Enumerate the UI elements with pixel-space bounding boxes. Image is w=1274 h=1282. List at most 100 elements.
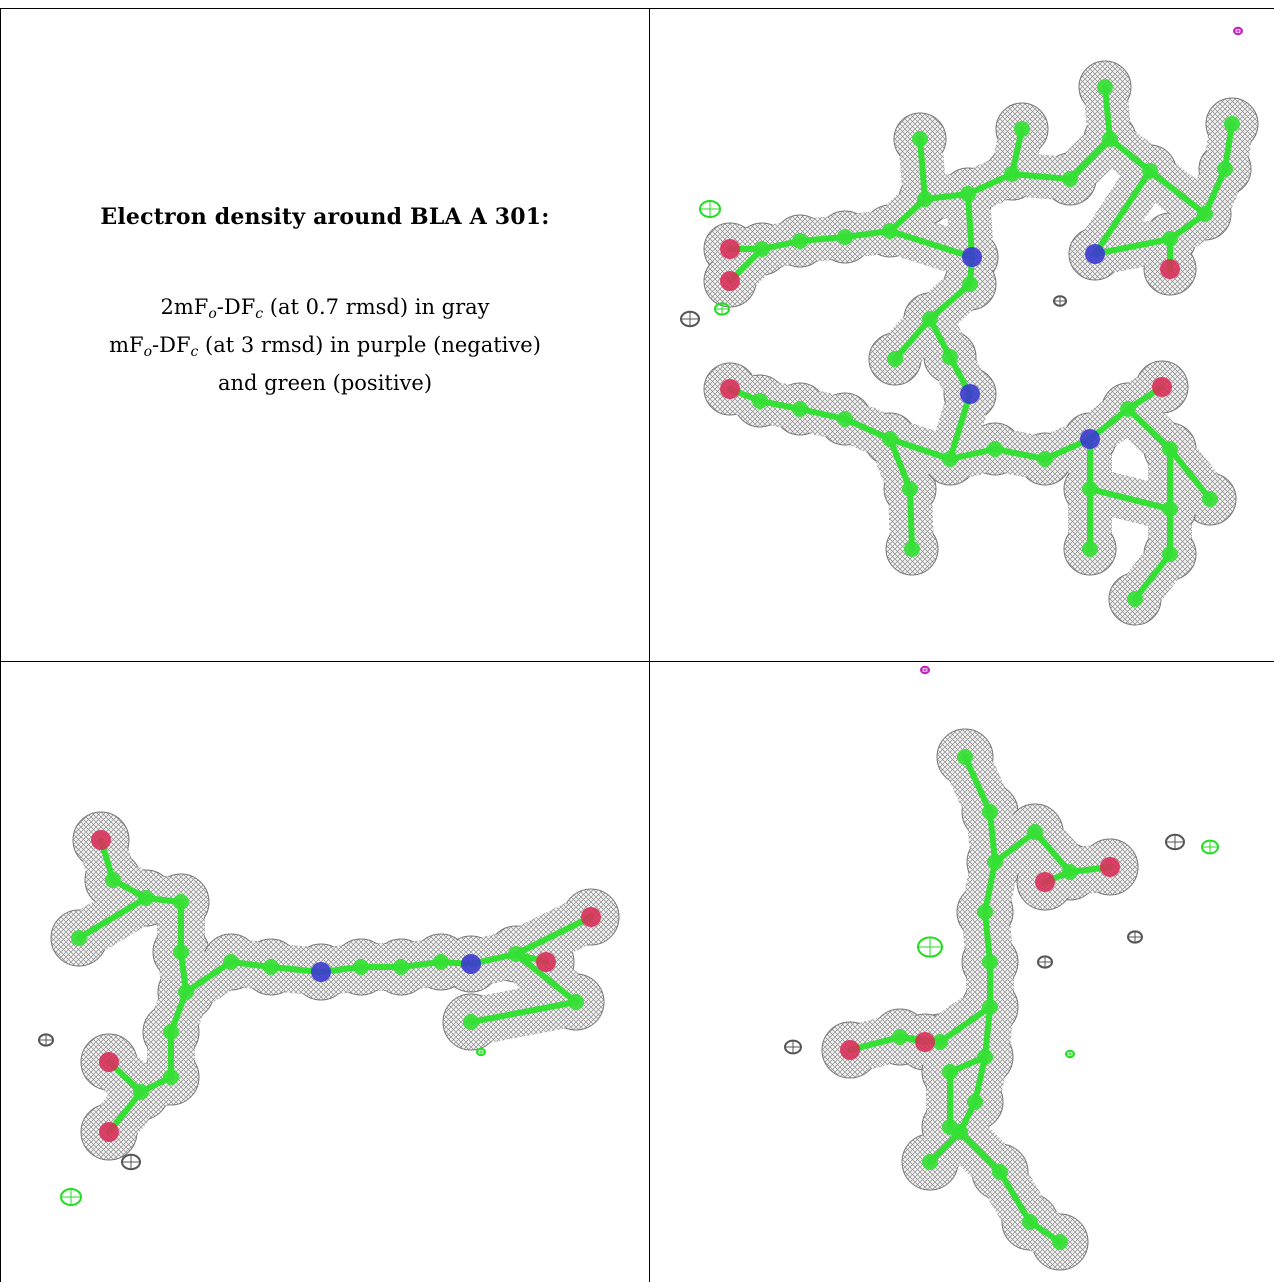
bond: [992, 446, 1048, 462]
nitrogen-atom: [311, 962, 331, 982]
positive-density-blob-grid: [61, 1189, 81, 1205]
carbon-atom: [960, 186, 976, 202]
carbon-atom: [942, 1064, 958, 1080]
line2-sub-o: o: [143, 344, 153, 360]
carbon-atom: [163, 1069, 179, 1085]
gray-mesh-fragment-grid: [39, 1034, 53, 1046]
carbon-atom: [792, 401, 808, 417]
carbon-atom: [71, 930, 87, 946]
bond: [992, 829, 1038, 865]
carbon-atom: [792, 233, 808, 249]
bond: [1107, 136, 1153, 174]
caption-title: Electron density around BLA A 301:: [100, 204, 550, 230]
bond: [987, 809, 998, 865]
carbon-atom: [1217, 161, 1233, 177]
bond: [1092, 168, 1153, 257]
carbon-atom: [1142, 163, 1158, 179]
carbon-atom: [837, 411, 853, 427]
gray-mesh-fragment-grid: [681, 311, 699, 327]
carbon-atom: [433, 954, 449, 970]
carbon-atom: [163, 1024, 179, 1040]
carbon-atom: [922, 1154, 938, 1170]
positive-density-blob-grid: [477, 1048, 485, 1056]
carbon-atom: [1082, 541, 1098, 557]
bond: [887, 228, 975, 260]
carbon-atom: [463, 1014, 479, 1030]
bond: [468, 999, 579, 1025]
carbon-atom: [882, 431, 898, 447]
carbon-atom: [892, 1029, 908, 1045]
oxygen-atom: [1035, 872, 1055, 892]
line2-pre: mF: [109, 333, 144, 357]
oxygen-atom: [1100, 857, 1120, 877]
bond: [842, 416, 893, 442]
bond: [1009, 171, 1073, 182]
carbon-atom: [1127, 591, 1143, 607]
carbon-atom: [882, 223, 898, 239]
bond: [917, 136, 928, 202]
bond: [892, 316, 933, 362]
bond: [962, 754, 993, 815]
density-panel-bottom-right: [784, 665, 1219, 1271]
carbon-atom: [1022, 1214, 1038, 1230]
nitrogen-atom: [1080, 429, 1100, 449]
bond: [965, 191, 975, 260]
caption-lines: 2mFo-DFc (at 0.7 rmsd) in gray mFo-DFc (…: [1, 292, 649, 399]
carbon-atom: [1102, 131, 1118, 147]
gray-mesh-fragment-grid: [1128, 931, 1142, 943]
carbon-atom: [263, 959, 279, 975]
gray-mesh-fragment-grid: [1038, 956, 1052, 968]
carbon-atom: [1037, 451, 1053, 467]
line1-sub-c: c: [255, 306, 264, 322]
bond: [887, 436, 953, 462]
density-panel-top-right: [680, 26, 1259, 626]
line1-pre: 2mF: [160, 295, 209, 319]
oxygen-atom: [840, 1040, 860, 1060]
carbon-atom: [353, 959, 369, 975]
oxygen-atom: [581, 907, 601, 927]
carbon-atom: [922, 311, 938, 327]
nitrogen-atom: [962, 247, 982, 267]
carbon-atom: [962, 276, 978, 292]
carbon-atom: [957, 749, 973, 765]
carbon-atom: [1097, 79, 1113, 95]
oxygen-atom: [536, 952, 556, 972]
line1-mid: -DF: [216, 295, 256, 319]
carbon-atom: [105, 872, 121, 888]
carbon-atom: [942, 1119, 958, 1135]
bond: [1092, 236, 1173, 257]
carbon-atom: [1162, 231, 1178, 247]
caption: Electron density around BLA A 301: 2mFo-…: [1, 204, 649, 399]
bond: [1202, 166, 1228, 217]
carbon-atom: [1224, 116, 1240, 132]
positive-density-blob-grid: [715, 303, 729, 315]
oxygen-atom: [720, 271, 740, 291]
nitrogen-atom: [461, 954, 481, 974]
carbon-atom: [393, 959, 409, 975]
bond: [982, 909, 993, 965]
bond: [937, 1004, 993, 1045]
positive-density-blob-grid: [1066, 1050, 1074, 1058]
line2-sub-c: c: [190, 344, 199, 360]
carbon-atom: [987, 854, 1003, 870]
carbon-atom: [1062, 171, 1078, 187]
carbon-atom: [912, 131, 928, 147]
carbon-atom: [942, 451, 958, 467]
bond: [947, 391, 973, 462]
bond: [1032, 829, 1073, 875]
carbon-atom: [1120, 401, 1136, 417]
gray-mesh-fragment-grid: [1054, 296, 1066, 306]
line1-post: (at 0.7 rmsd) in gray: [263, 295, 490, 319]
oxygen-atom: [720, 239, 740, 259]
carbon-atom: [982, 999, 998, 1015]
oxygen-atom: [1152, 377, 1172, 397]
bond: [1067, 136, 1113, 182]
carbon-atom: [904, 541, 920, 557]
table-middle-border: [0, 661, 1274, 662]
line1-sub-o: o: [208, 306, 217, 322]
bond: [1132, 551, 1173, 602]
carbon-atom: [133, 1084, 149, 1100]
bond: [957, 1129, 1003, 1175]
bond: [1147, 168, 1208, 217]
bond: [76, 895, 149, 941]
